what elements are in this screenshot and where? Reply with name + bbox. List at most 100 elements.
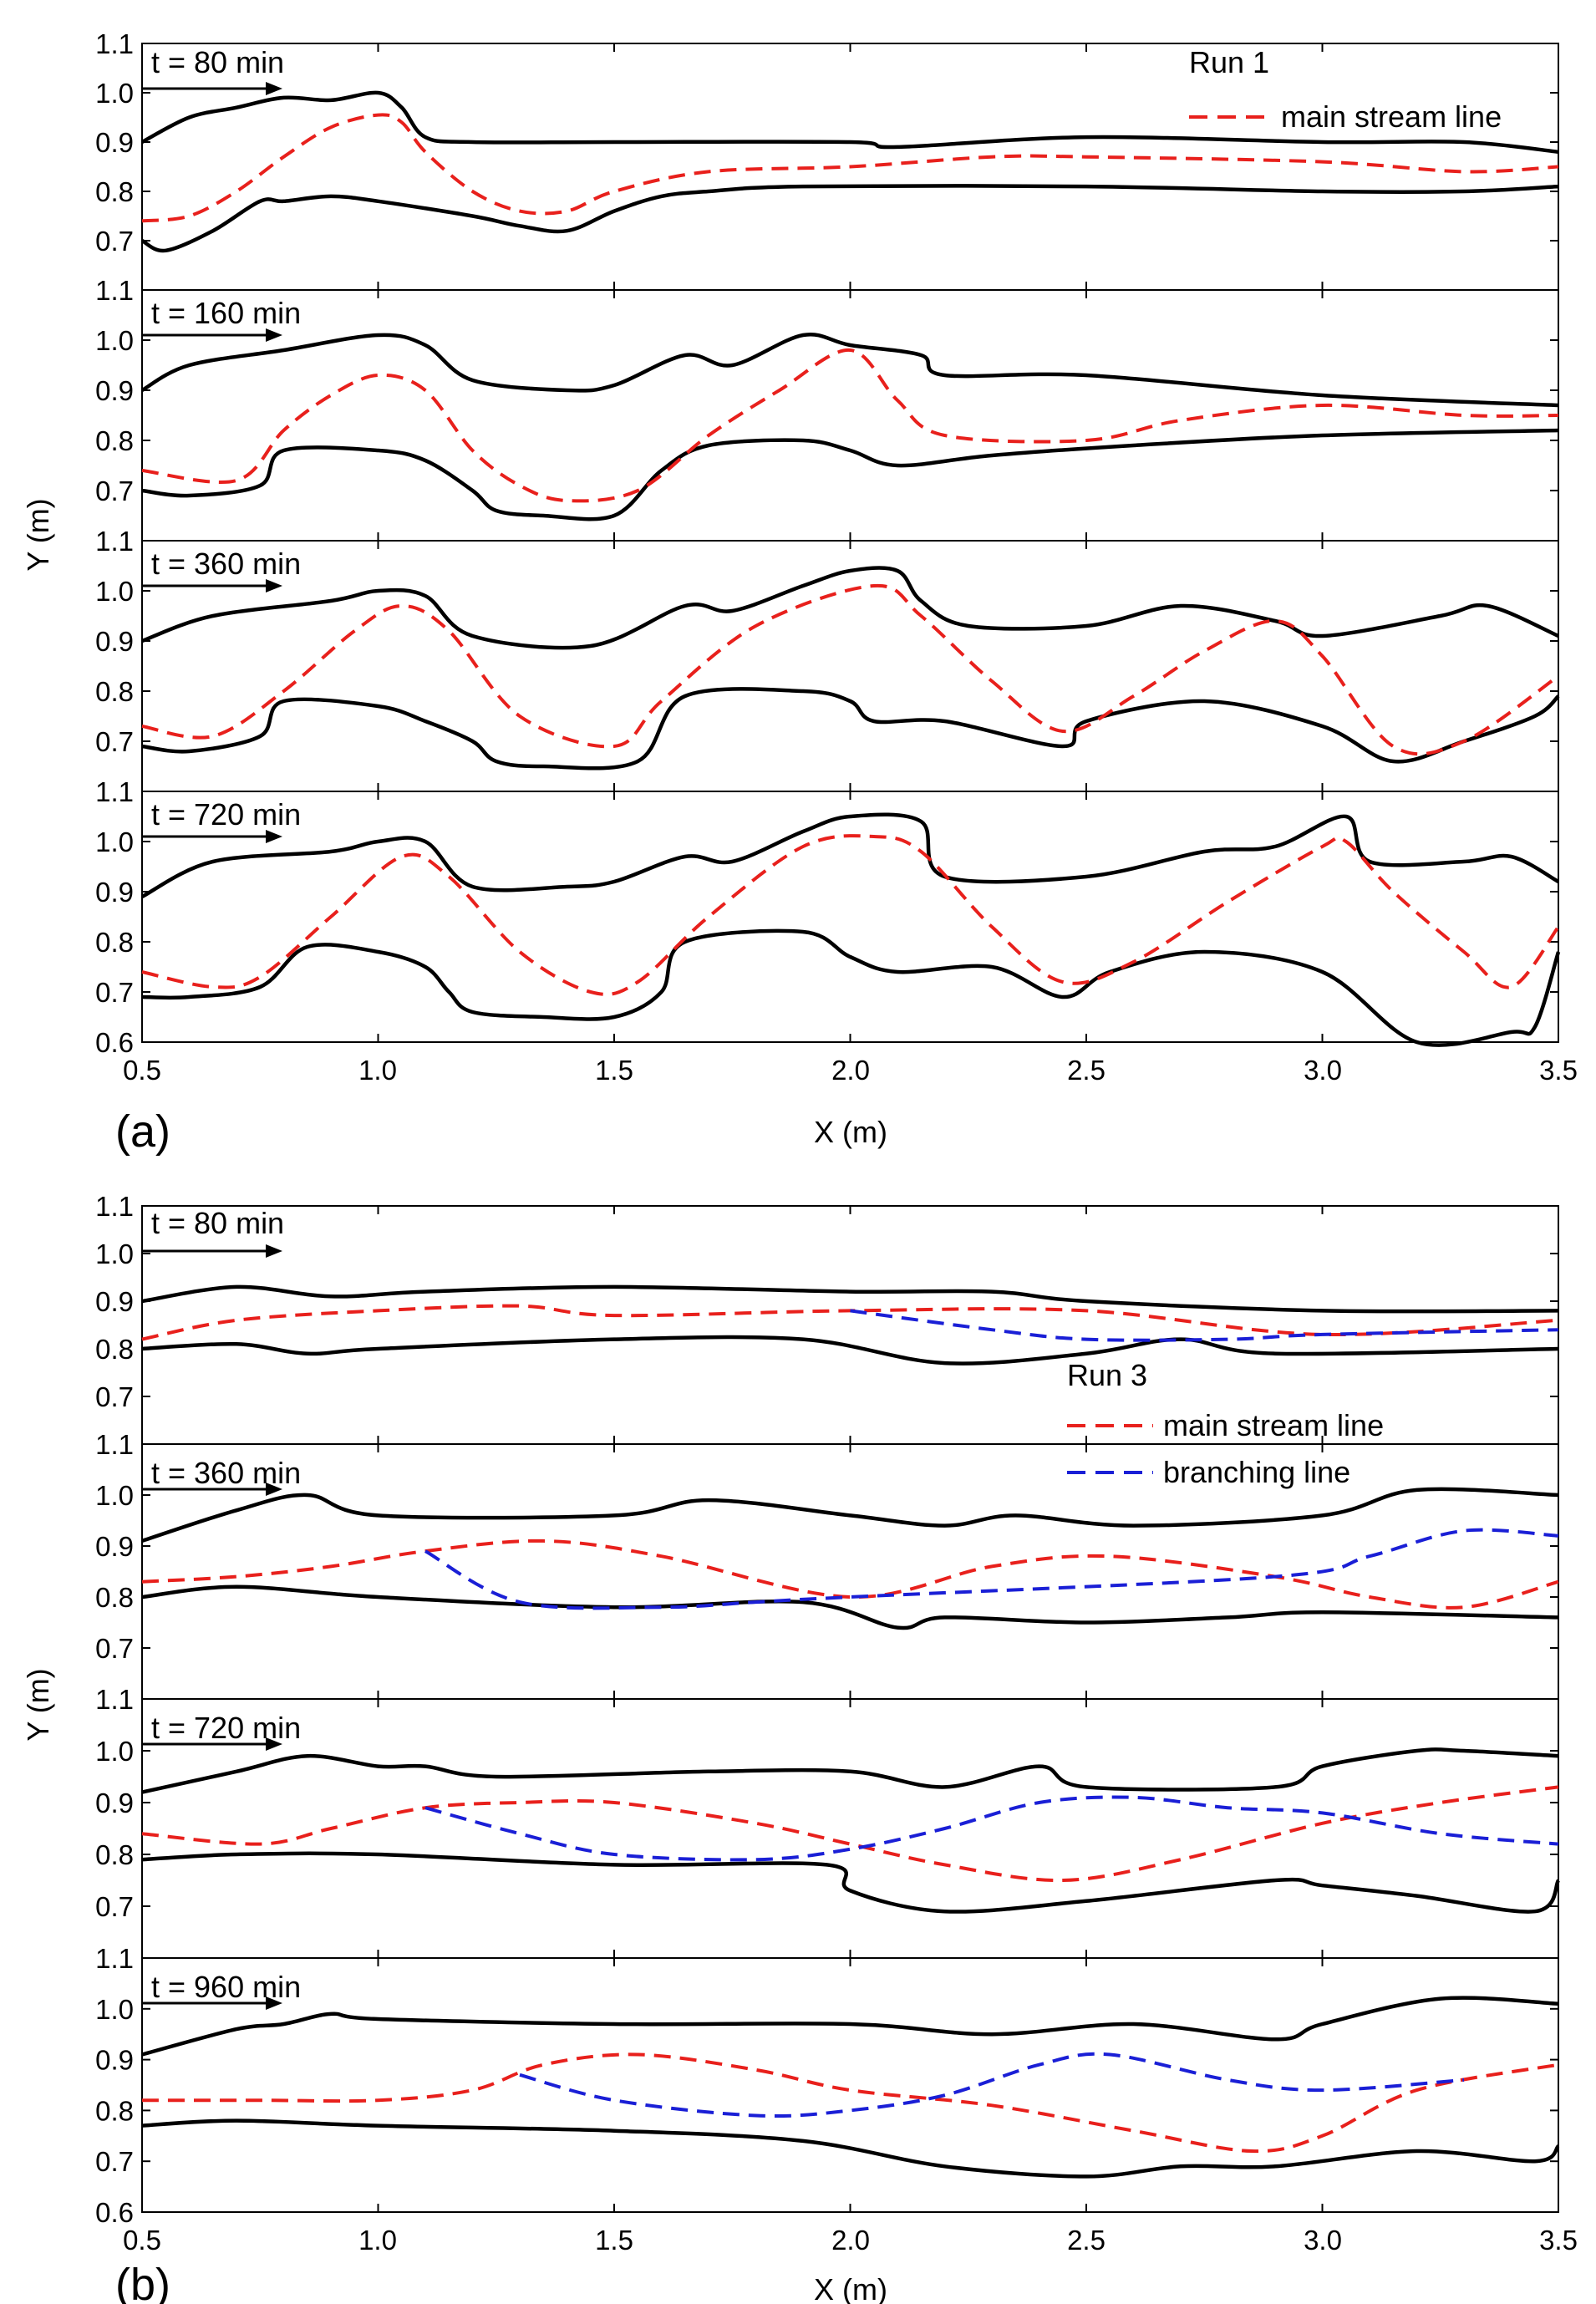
legend-title: Run 3 xyxy=(1067,1358,1147,1392)
branching-line-line xyxy=(519,2052,1465,2118)
y-tick-label: 1.0 xyxy=(95,1736,134,1767)
x-tick-label: 0.5 xyxy=(123,1055,161,1086)
x-tick-label: 3.0 xyxy=(1304,2225,1342,2256)
lower-bank-line xyxy=(141,928,1561,1047)
main-stream-line-line xyxy=(141,348,1559,503)
subplot-a-3: 0.7 0.8 0.9 1.0 1.1 t = 360 min xyxy=(95,526,1560,792)
x-tick-label: 2.0 xyxy=(831,1055,870,1086)
y-tick-label: 0.8 xyxy=(95,676,134,707)
flow-arrow-head xyxy=(266,82,282,95)
y-tick-label: 1.0 xyxy=(95,826,134,857)
x-tick-label: 1.0 xyxy=(358,1055,397,1086)
lower-bank-line xyxy=(141,1335,1559,1366)
x-tick-labels: 0.5 1.0 1.5 2.0 2.5 3.0 3.5 xyxy=(123,2225,1578,2256)
y-tick-label: 0.7 xyxy=(95,2146,134,2177)
subplot-a-1: 0.7 0.8 0.9 1.0 1.1 t = 80 min xyxy=(95,28,1559,291)
lower-bank-line xyxy=(141,2118,1560,2179)
x-tick-label: 1.5 xyxy=(595,1055,633,1086)
x-tick-label: 2.5 xyxy=(1067,2225,1106,2256)
y-tick-label: 0.9 xyxy=(95,1788,134,1818)
x-tick-labels: 0.5 1.0 1.5 2.0 2.5 3.0 3.5 xyxy=(123,1055,1578,1086)
y-tick-label: 0.9 xyxy=(95,626,134,657)
y-tick-label: 0.8 xyxy=(95,1334,134,1365)
upper-bank-line xyxy=(141,1487,1559,1544)
main-stream-line-line xyxy=(141,2052,1559,2154)
y-axis-label: Y (m) xyxy=(21,498,55,571)
x-tick-label: 0.5 xyxy=(123,2225,161,2256)
panel-a: 0.7 0.8 0.9 1.0 1.1 t = 80 min 0.7 0.8 0.9 1.0 1… xyxy=(21,28,1578,1157)
time-label: t = 160 min xyxy=(151,296,301,330)
y-tick-label: 0.7 xyxy=(95,1891,134,1922)
y-tick-label: 1.0 xyxy=(95,576,134,607)
x-tick-label: 1.5 xyxy=(595,2225,633,2256)
flow-arrow-head xyxy=(266,328,282,342)
lower-bank-line xyxy=(141,1584,1559,1630)
legend-label-branching: branching line xyxy=(1163,1455,1350,1489)
x-tick-label: 1.0 xyxy=(358,2225,397,2256)
y-tick-label: 0.6 xyxy=(95,2197,134,2228)
y-tick-label: 1.1 xyxy=(95,275,134,306)
main-stream-line-line xyxy=(141,1539,1559,1610)
y-tick-label: 1.1 xyxy=(95,1684,134,1715)
subplot-b-3: 0.7 0.8 0.9 1.0 1.1 t = 720 min xyxy=(95,1684,1561,1959)
y-tick-label: 1.0 xyxy=(95,325,134,356)
plot-frame xyxy=(141,540,1559,792)
time-label: t = 360 min xyxy=(151,547,301,581)
flow-arrow-head xyxy=(266,1244,282,1258)
subplot-a-2: 0.7 0.8 0.9 1.0 1.1 t = 160 min xyxy=(95,275,1559,542)
flow-arrow-head xyxy=(266,579,282,593)
y-tick-label: 1.1 xyxy=(95,526,134,557)
time-label: t = 960 min xyxy=(151,1970,301,2004)
y-tick-label: 0.8 xyxy=(95,1839,134,1870)
time-label: t = 720 min xyxy=(151,797,301,832)
main-stream-line-line xyxy=(141,113,1559,223)
x-tick-label: 3.5 xyxy=(1539,2225,1578,2256)
lower-bank-line xyxy=(141,687,1560,771)
flow-arrow-head xyxy=(266,1483,282,1496)
subplot-b-1: 0.7 0.8 0.9 1.0 1.1 t = 80 min xyxy=(95,1191,1559,1445)
y-tick-label: 0.9 xyxy=(95,2045,134,2076)
y-tick-label: 0.9 xyxy=(95,877,134,908)
x-tick-label: 3.5 xyxy=(1539,1055,1578,1086)
y-tick-label: 1.1 xyxy=(95,1943,134,1974)
main-stream-line-line xyxy=(141,1785,1559,1883)
x-axis-label: X (m) xyxy=(814,2272,887,2304)
y-tick-label: 0.8 xyxy=(95,425,134,456)
y-tick-label: 1.1 xyxy=(95,776,134,807)
panel-label: (a) xyxy=(115,1106,170,1157)
y-tick-label: 0.8 xyxy=(95,1582,134,1613)
y-tick-label: 0.7 xyxy=(95,726,134,757)
y-tick-label: 1.0 xyxy=(95,1238,134,1269)
panel-label: (b) xyxy=(115,2260,170,2304)
y-tick-label: 1.1 xyxy=(95,1429,134,1460)
flow-arrow-head xyxy=(266,1737,282,1751)
time-label: t = 80 min xyxy=(151,45,284,79)
lower-bank-line xyxy=(140,184,1559,253)
x-tick-label: 2.0 xyxy=(831,2225,870,2256)
upper-bank-line xyxy=(140,332,1559,408)
time-label: t = 720 min xyxy=(151,1711,301,1745)
y-tick-label: 0.7 xyxy=(95,226,134,257)
branching-line-line xyxy=(424,1528,1559,1610)
y-tick-label: 0.7 xyxy=(95,977,134,1008)
y-axis-label: Y (m) xyxy=(21,1668,55,1741)
plot-frame xyxy=(141,289,1559,542)
plot-frame xyxy=(141,1698,1559,1959)
x-tick-label: 3.0 xyxy=(1304,1055,1342,1086)
y-tick-label: 0.8 xyxy=(95,176,134,207)
branching-line-line xyxy=(850,1309,1559,1342)
time-label: t = 80 min xyxy=(151,1206,284,1240)
legend-title: Run 1 xyxy=(1189,45,1269,79)
y-tick-label: 1.1 xyxy=(95,1191,134,1222)
lower-bank-line xyxy=(141,428,1559,521)
main-stream-line-line xyxy=(141,583,1560,756)
upper-bank-line xyxy=(140,812,1560,899)
legend-label-main-stream: main stream line xyxy=(1163,1408,1384,1442)
subplot-b-2: 0.7 0.8 0.9 1.0 1.1 t = 360 min xyxy=(95,1429,1559,1700)
legend-label-main-stream: main stream line xyxy=(1281,99,1502,134)
upper-bank-line xyxy=(141,566,1559,650)
y-tick-label: 0.8 xyxy=(95,2095,134,2126)
y-tick-label: 0.9 xyxy=(95,375,134,406)
panel-b: 0.7 0.8 0.9 1.0 1.1 t = 80 min 0.7 0.8 0.9 1.0 1… xyxy=(21,1191,1578,2304)
